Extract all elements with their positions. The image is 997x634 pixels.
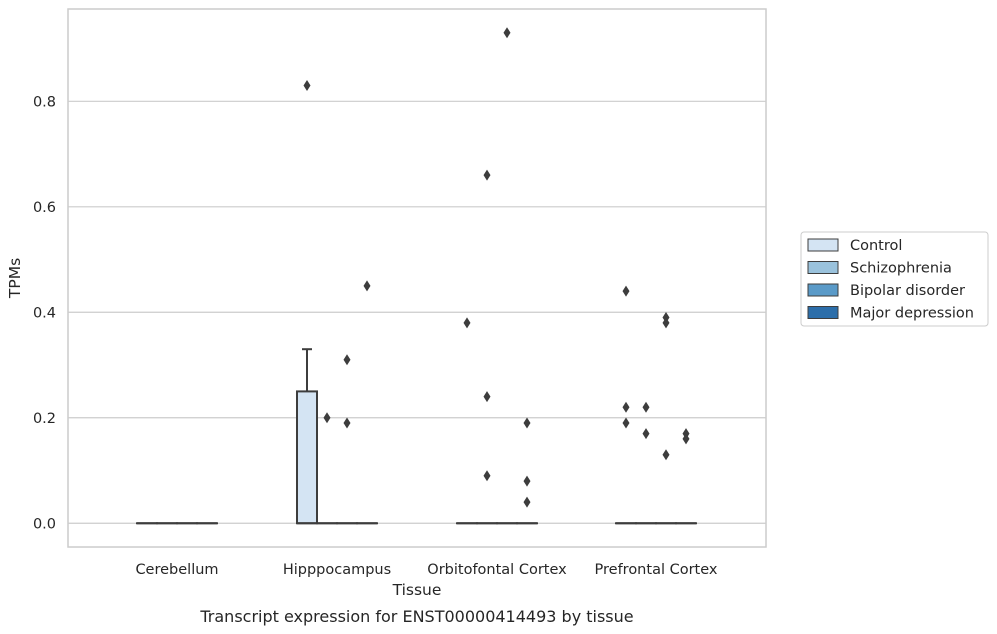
outlier-point [523, 417, 531, 429]
legend-swatch [807, 283, 839, 297]
outlier-point [343, 417, 351, 429]
legend: Control Schizophrenia Bipolar disorder Majo… [800, 231, 989, 327]
x-tick-label: Prefrontal Cortex [595, 562, 718, 578]
outlier-point [363, 280, 371, 292]
x-tick-label: Cerebellum [135, 562, 218, 578]
outlier-point [642, 428, 650, 440]
outlier-point [642, 401, 650, 413]
box [296, 390, 318, 525]
outlier-point [483, 169, 491, 181]
outlier-point [622, 401, 630, 413]
outlier-point [323, 412, 331, 424]
y-tick-label: 0.6 [33, 200, 56, 216]
x-axis-label: Tissue [392, 581, 442, 599]
legend-items: Control Schizophrenia Bipolar disorder Majo… [807, 238, 974, 322]
box-marks [136, 27, 697, 525]
outlier-point [463, 317, 471, 329]
legend-label: Control [850, 238, 902, 254]
legend-label: Bipolar disorder [850, 283, 965, 299]
legend-frame [800, 231, 989, 327]
outlier-point [682, 433, 690, 445]
plot-background [68, 9, 766, 547]
legend-swatch [807, 306, 839, 319]
outlier-point [622, 285, 630, 297]
outlier-point [662, 449, 670, 461]
y-tick-label: 0.4 [33, 305, 56, 321]
x-tick-label: Orbitofontal Cortex [427, 562, 567, 578]
y-tick-label: 0.2 [33, 411, 56, 427]
plot-frame [67, 8, 767, 548]
x-tick-labels: Cerebellum Hipppocampus Orbitofontal Corte… [135, 562, 717, 578]
outlier-point [523, 496, 531, 508]
y-tick-labels: 0.0 0.2 0.4 0.6 0.8 [33, 94, 56, 532]
x-tick-label: Hipppocampus [283, 562, 391, 578]
outlier-point [662, 317, 670, 329]
chart-caption: Transcript expression for ENST0000041449… [199, 607, 633, 626]
outlier-point [303, 79, 311, 91]
outlier-point [503, 27, 511, 39]
legend-label: Major depression [850, 306, 974, 322]
y-tick-label: 0.0 [33, 516, 56, 532]
outlier-point [483, 391, 491, 403]
legend-label: Schizophrenia [850, 261, 952, 277]
outlier-point [622, 417, 630, 429]
y-tick-label: 0.8 [33, 94, 56, 110]
y-axis-label: TPMs [6, 258, 24, 299]
legend-swatch [807, 238, 839, 252]
outlier-point [343, 354, 351, 366]
outlier-point [523, 475, 531, 487]
outlier-point [483, 470, 491, 482]
legend-swatch [807, 261, 839, 274]
